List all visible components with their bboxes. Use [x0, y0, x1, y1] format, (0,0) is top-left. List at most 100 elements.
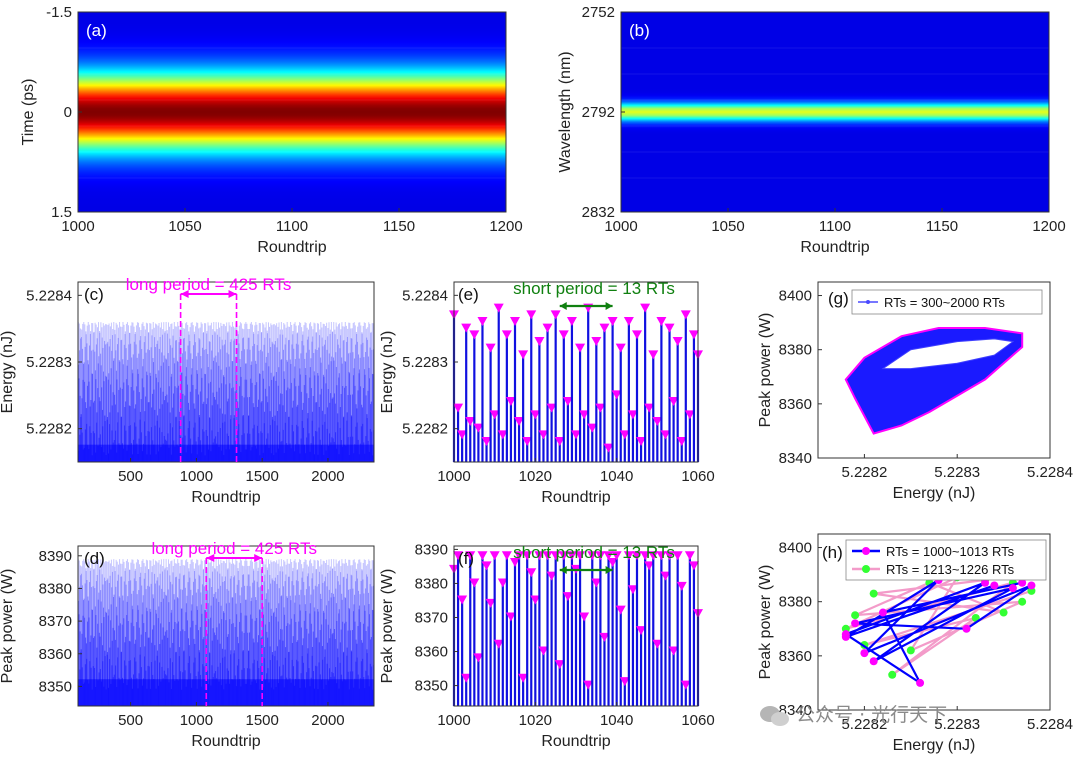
stem-marker [534, 337, 545, 346]
stem-marker [636, 626, 647, 636]
legend-marker [862, 547, 870, 555]
y-axis-label: Energy (nJ) [379, 331, 396, 414]
x-axis-label: Energy (nJ) [893, 485, 976, 502]
stem-marker [656, 317, 667, 326]
stem-marker [538, 646, 549, 656]
stem-marker [656, 551, 667, 561]
stem-marker [562, 592, 573, 602]
series-point [878, 608, 887, 617]
y-tick-label: 8390 [415, 541, 448, 558]
stem-marker [575, 343, 586, 353]
y-tick-label: 8350 [415, 678, 448, 695]
period-annotation: long period = 425 RTs [151, 539, 317, 558]
y-axis-label: Peak power (W) [757, 565, 774, 680]
stem-marker [566, 551, 577, 561]
x-tick-label: 1200 [489, 218, 522, 235]
stem-marker [453, 551, 464, 561]
stem-marker [684, 551, 695, 561]
x-tick-label: 1020 [519, 712, 552, 729]
stem-marker [526, 310, 537, 320]
stem-marker [461, 323, 472, 333]
watermark-text: 公众号 · 光行天下 [796, 704, 948, 726]
stem-marker [640, 303, 651, 313]
stem-marker [526, 568, 537, 578]
x-tick-label: 500 [118, 712, 143, 729]
legend-entry: RTs = 300~2000 RTs [884, 295, 1005, 310]
axes-frame [77, 281, 375, 463]
stem-marker [453, 403, 464, 413]
stem-marker [554, 437, 565, 446]
y-tick-label: 8370 [39, 613, 72, 630]
x-tick-label: 1000 [180, 468, 213, 485]
x-tick-label: 1040 [600, 468, 633, 485]
stem-marker [587, 551, 598, 561]
stem-marker [530, 595, 541, 605]
arrowhead-left [180, 290, 189, 298]
y-tick-label: 5.2282 [402, 421, 448, 438]
series-point [962, 624, 971, 633]
stem-marker [664, 551, 675, 561]
panel-d: 500 1000 1500 2000 8350 8360 8370 8380 8390 Round… [0, 539, 375, 750]
x-tick-label: 1200 [1032, 218, 1065, 235]
stem-marker [473, 423, 484, 433]
stem-marker [615, 605, 626, 615]
y-axis-label: Time (ps) [20, 79, 37, 146]
stem-marker [514, 551, 525, 561]
series-point [851, 611, 860, 620]
x-axis-label: Roundtrip [191, 733, 260, 750]
panel-label-g: (g) [828, 289, 849, 308]
arrowhead-right [254, 554, 263, 562]
arrowhead-right [228, 290, 237, 298]
series-point [999, 608, 1008, 617]
legend-box [845, 539, 1047, 581]
y-tick-label: 8340 [779, 450, 812, 467]
series-point [1018, 578, 1027, 587]
arrowhead-right [605, 302, 613, 310]
stem-marker [680, 310, 691, 320]
short-period-annotation: short period = 13 RTs [513, 543, 675, 562]
stem-marker [579, 410, 590, 420]
stem-marker [599, 323, 610, 333]
series-line [845, 574, 1032, 676]
stem-marker [522, 551, 533, 561]
y-tick-label: 2832 [582, 204, 615, 221]
stem-marker [542, 551, 553, 561]
stem-marker [688, 561, 699, 571]
period-annotation: long period = 425 RTs [126, 275, 292, 294]
x-axis-label: Roundtrip [541, 489, 610, 506]
panel-label-f: (f) [458, 549, 474, 568]
short-period-annotation: short period = 13 RTs [513, 279, 675, 298]
stem-marker [583, 680, 594, 690]
y-tick-label: 2792 [582, 104, 615, 121]
panel-b: 1000 1050 1100 1150 1200 2752 2792 2832 Roundtri… [557, 4, 1066, 256]
panel-label-c: (c) [84, 285, 104, 304]
stem-marker [518, 673, 529, 683]
stem-marker [501, 330, 512, 340]
series-point [1008, 584, 1017, 593]
stem-marker [518, 350, 529, 360]
y-tick-label: 8380 [415, 575, 448, 592]
legend-entry: RTs = 1000~1013 RTs [886, 544, 1015, 559]
y-axis-label: Wavelength (nm) [557, 51, 574, 172]
y-tick-label: -1.5 [46, 4, 72, 21]
y-tick-label: 8360 [415, 644, 448, 661]
x-tick-label: 1500 [245, 712, 278, 729]
series-point [1027, 581, 1036, 590]
stem-marker [501, 551, 512, 561]
stem-marker [530, 410, 541, 420]
stem-marker [477, 551, 488, 561]
stem-marker [497, 578, 508, 588]
stem-marker [680, 680, 691, 690]
y-tick-label: 8380 [779, 342, 812, 359]
y-tick-label: 8380 [39, 580, 72, 597]
stem-marker [558, 551, 569, 561]
series-point [1018, 597, 1027, 606]
x-tick-label: 2000 [311, 712, 344, 729]
y-tick-label: 5.2284 [26, 287, 72, 304]
panel-a: 1000 1050 1100 1150 1200 -1.5 0 1.5 Roundtrip Tim… [20, 4, 523, 256]
stem-marker [465, 417, 476, 426]
panel-f: 1000 1020 1040 1060 8350 8360 8370 8380 8390 Roun… [379, 541, 715, 750]
stem-marker [457, 595, 468, 605]
y-tick-label: 1.5 [51, 204, 72, 221]
